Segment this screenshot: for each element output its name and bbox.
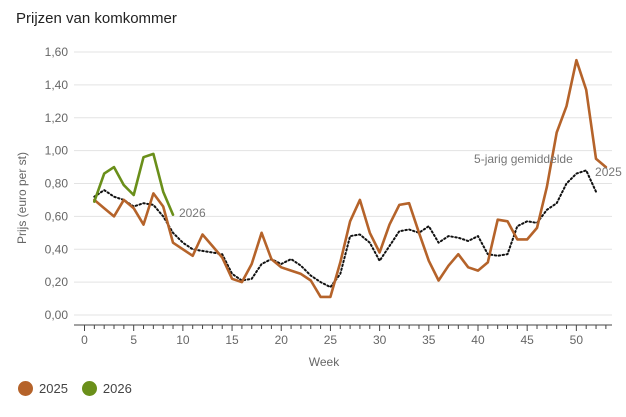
x-tick-label: 45: [520, 333, 534, 347]
legend-label: 2025: [39, 381, 68, 396]
x-tick-label: 20: [275, 333, 289, 347]
legend-item-2026[interactable]: 2026: [81, 381, 132, 396]
y-tick-label: 1,40: [45, 78, 69, 92]
annotation-label: 5-jarig gemiddelde: [474, 152, 573, 166]
annotation-label: 2025: [595, 165, 622, 179]
y-tick-label: 0,60: [45, 209, 69, 223]
x-axis-label: Week: [309, 355, 340, 369]
x-tick-label: 15: [225, 333, 239, 347]
x-tick-label: 10: [176, 333, 190, 347]
legend: 2025 2026: [18, 381, 146, 396]
legend-item-2025[interactable]: 2025: [18, 381, 68, 396]
chart-title: Prijzen van komkommer: [16, 10, 177, 27]
legend-swatch: [81, 381, 97, 396]
line-chart: 0,00 0,20 0,40 0,60 0,80 1,00 1,20 1,40 1,60 0 5 10…: [15, 45, 622, 369]
y-tick-label: 1,60: [45, 45, 69, 59]
x-tick-label: 50: [570, 333, 584, 347]
series-line-2025: [93, 58, 608, 299]
y-axis-label: Prijs (euro per st): [15, 152, 29, 244]
x-tick-label: 0: [81, 333, 88, 347]
series-line-2026: [93, 152, 175, 216]
x-tick-label: 5: [130, 333, 137, 347]
x-tick-label: 30: [373, 333, 387, 347]
axes: 0,00 0,20 0,40 0,60 0,80 1,00 1,20 1,40 1,60 0 5 10…: [45, 45, 612, 347]
legend-label: 2026: [102, 381, 132, 396]
y-tick-label: 1,00: [45, 144, 69, 158]
x-tick-label: 25: [324, 333, 338, 347]
series-line-5-jarig-gemiddelde: [93, 169, 597, 289]
y-tick-label: 0,20: [45, 275, 69, 289]
y-tick-label: 0,40: [45, 242, 69, 256]
x-tick-label: 35: [422, 333, 436, 347]
x-tick-label: 40: [471, 333, 485, 347]
annotations: 2026 5-jarig gemiddelde 2025: [179, 152, 622, 220]
y-tick-label: 0,80: [45, 177, 69, 191]
legend-swatch: [18, 381, 33, 396]
y-tick-label: 0,00: [45, 308, 69, 322]
y-tick-label: 1,20: [45, 111, 69, 125]
grid-lines: [74, 51, 612, 316]
annotation-label: 2026: [179, 206, 206, 220]
series-lines: [93, 58, 608, 299]
